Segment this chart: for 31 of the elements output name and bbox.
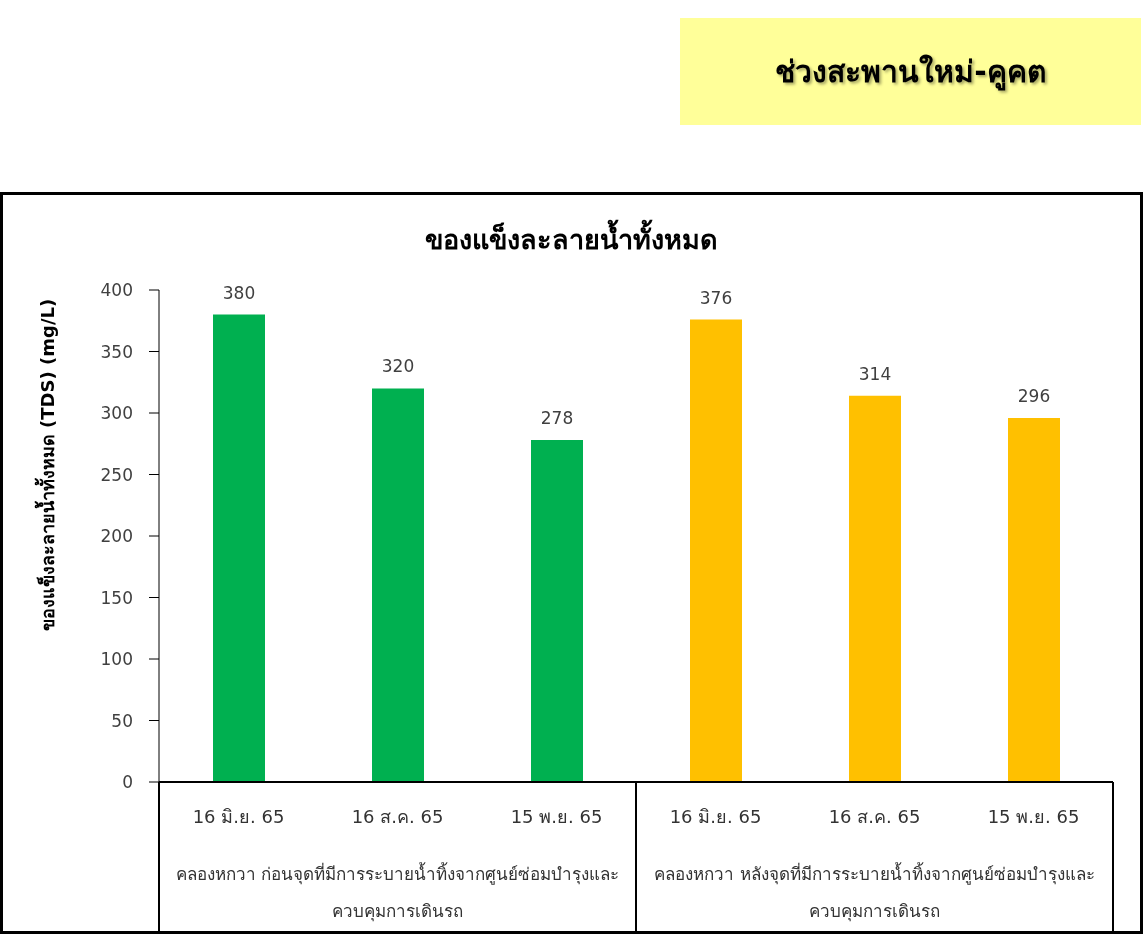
x-tick-label: 16 ส.ค. 65 [828, 805, 921, 827]
x-tick-label: 16 มิ.ย. 65 [669, 805, 762, 827]
data-label: 314 [858, 363, 892, 384]
y-tick-label: 0 [122, 772, 133, 793]
bar [531, 440, 583, 782]
bar [372, 388, 424, 782]
bar [690, 319, 742, 782]
y-tick-label: 400 [100, 280, 133, 301]
bar [849, 395, 901, 782]
y-tick-label: 350 [100, 341, 133, 362]
data-label: 380 [222, 282, 256, 303]
bar [213, 314, 265, 782]
data-label: 320 [381, 356, 415, 377]
y-tick-label: 100 [100, 649, 133, 670]
data-label: 278 [540, 408, 574, 429]
bar [1008, 417, 1060, 782]
y-tick-label: 200 [100, 526, 133, 547]
y-tick-label: 250 [100, 464, 133, 485]
x-tick-label: 15 พ.ย. 65 [987, 805, 1080, 827]
y-axis-title: ของแข็งละลายน้ำทั้งหมด (TDS) (mg/L) [33, 298, 59, 632]
x-tick-label: 16 ส.ค. 65 [351, 805, 444, 827]
data-label: 296 [1017, 385, 1051, 406]
y-tick-label: 150 [100, 587, 133, 608]
text: คลองหกวา ก่อนจุดที่มีการระบายน้ำทิ้งจากศูนย์ซ่อมบำรุงและควบคุมการเดินรถ [175, 864, 620, 921]
x-tick-label: 16 มิ.ย. 65 [192, 805, 285, 827]
y-tick-label: 50 [111, 710, 133, 731]
heading-panel: ช่วงสะพานใหม่-คูคต [680, 18, 1141, 125]
text: คลองหกวา หลังจุดที่มีการระบายน้ำทิ้งจากศูนย์ซ่อมบำรุงและควบคุมการเดินรถ [654, 864, 1095, 921]
x-tick-label: 15 พ.ย. 65 [510, 805, 603, 827]
y-tick-label: 300 [100, 403, 133, 424]
data-label: 376 [699, 287, 733, 308]
